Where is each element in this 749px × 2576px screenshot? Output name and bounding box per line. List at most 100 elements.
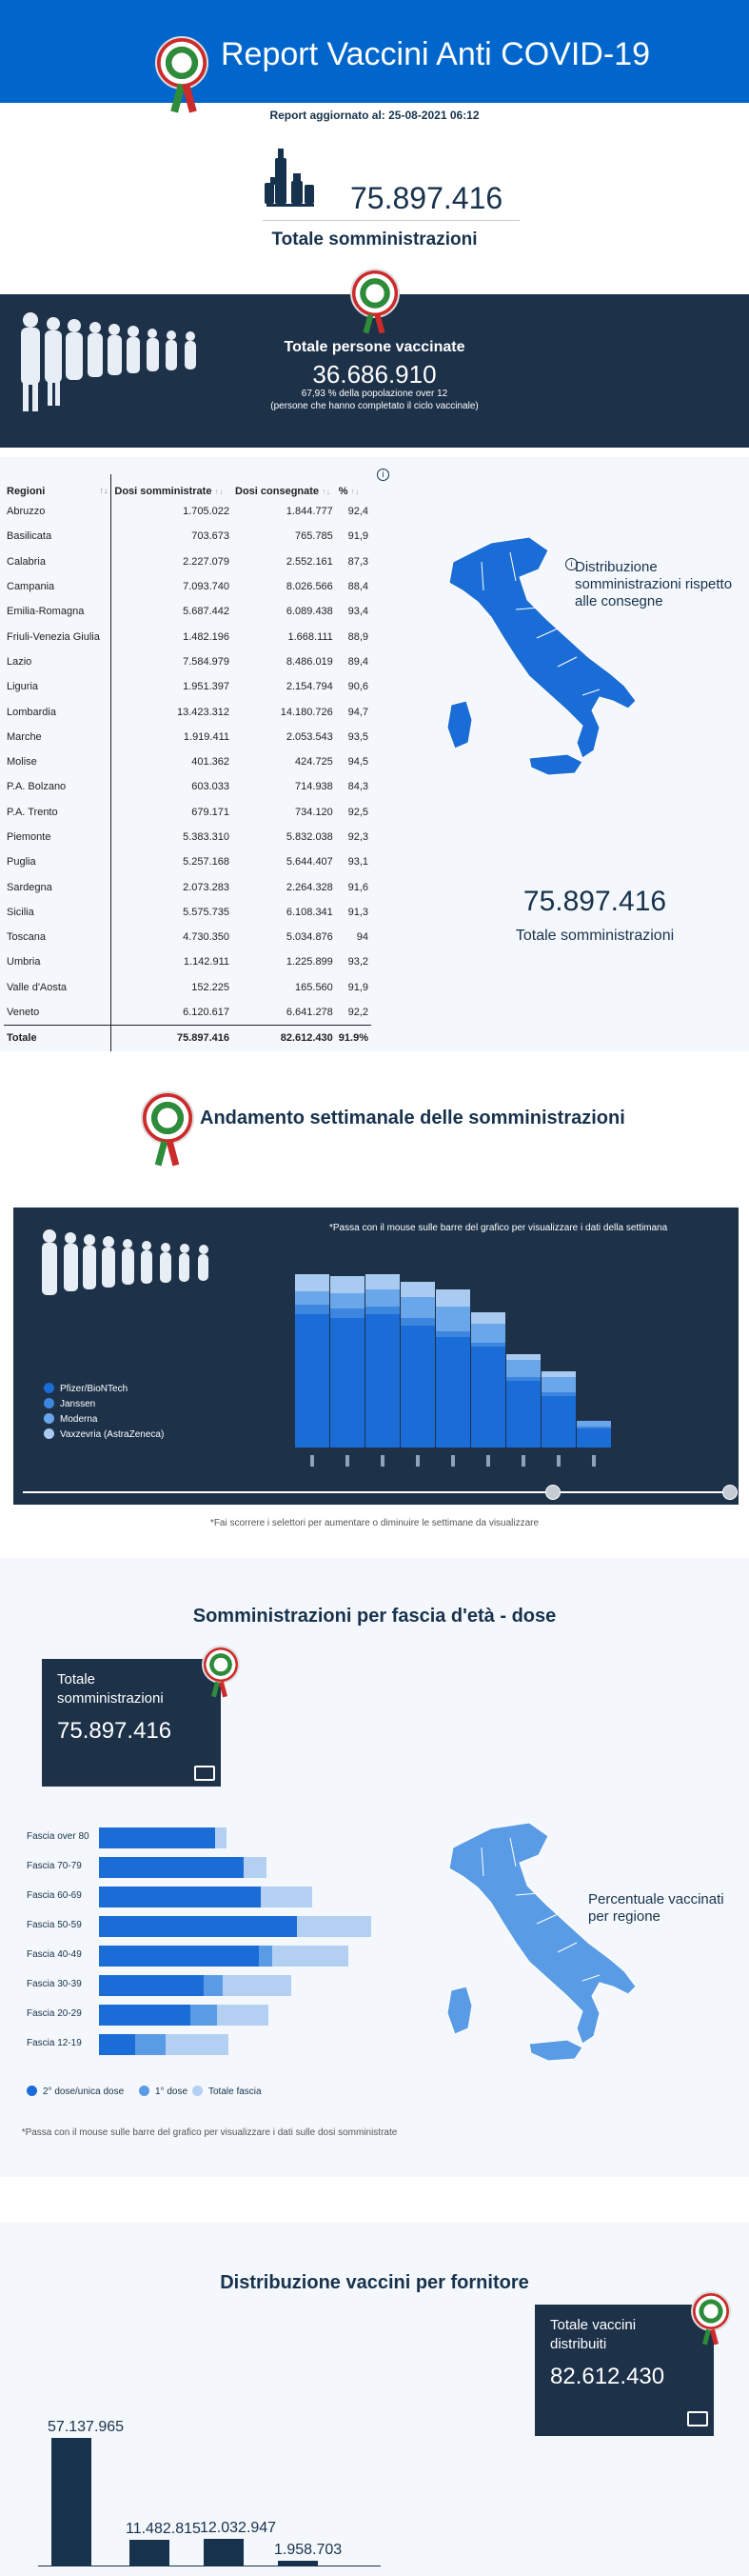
table-row[interactable]: P.A. Trento 679.171 734.120 92,5: [4, 799, 371, 825]
col-header-percent[interactable]: % ↑↓: [338, 486, 360, 497]
legend-first-dose[interactable]: 1° dose: [139, 2086, 187, 2097]
weekly-bar-chart[interactable]: [286, 1255, 704, 1476]
week-bar-segment[interactable]: [401, 1297, 435, 1318]
age-bar-second-dose[interactable]: [99, 2005, 190, 2026]
week-bar-segment[interactable]: [436, 1331, 470, 1337]
info-icon[interactable]: i: [565, 558, 578, 570]
week-bar-segment[interactable]: [577, 1428, 611, 1448]
table-row[interactable]: Puglia 5.257.168 5.644.407 93,1: [4, 849, 371, 875]
crowd-silhouette-icon: [42, 1229, 208, 1295]
slider-handle-left[interactable]: [545, 1485, 561, 1500]
table-row[interactable]: Calabria 2.227.079 2.552.161 87,3: [4, 549, 371, 574]
week-bar-segment[interactable]: [436, 1307, 470, 1331]
italian-rosette-icon: [141, 1091, 194, 1145]
week-bar-segment[interactable]: [330, 1308, 365, 1318]
table-row[interactable]: Valle d'Aosta 152.225 165.560 91,9: [4, 974, 371, 1000]
legend-second-dose[interactable]: 2° dose/unica dose: [27, 2086, 124, 2097]
week-bar-segment[interactable]: [330, 1318, 365, 1448]
col-header-region[interactable]: Regioni ↑↓: [4, 474, 112, 499]
table-row[interactable]: Lazio 7.584.979 8.486.019 89,4: [4, 649, 371, 675]
age-bar-second-dose[interactable]: [99, 2034, 135, 2055]
age-bar-second-dose[interactable]: [99, 1887, 261, 1907]
age-bar-second-dose[interactable]: [99, 1827, 215, 1848]
week-bar-segment[interactable]: [542, 1396, 576, 1448]
table-row[interactable]: P.A. Bolzano 603.033 714.938 84,3: [4, 774, 371, 800]
col-header-delivered[interactable]: Dosi consegnate ↑↓: [235, 486, 331, 497]
table-row[interactable]: Marche 1.919.411 2.053.543 93,5: [4, 724, 371, 749]
week-bar-segment[interactable]: [330, 1276, 365, 1293]
col-header-administered[interactable]: Dosi somministrate ↑↓: [114, 486, 224, 497]
age-bar-second-dose[interactable]: [99, 1946, 259, 1967]
table-row[interactable]: Piemonte 5.383.310 5.832.038 92,3: [4, 824, 371, 850]
week-bar-segment[interactable]: [295, 1291, 329, 1305]
legend-pfizer[interactable]: Pfizer/BioNTech: [44, 1383, 128, 1394]
week-bar-segment[interactable]: [471, 1343, 505, 1347]
legend-astrazeneca[interactable]: Vaxzevria (AstraZeneca): [44, 1428, 164, 1440]
week-bar-segment[interactable]: [506, 1360, 541, 1377]
week-bar-segment[interactable]: [365, 1307, 400, 1314]
week-bar-segment[interactable]: [506, 1381, 541, 1448]
supplier-bar[interactable]: [51, 2438, 91, 2566]
sort-icon[interactable]: ↑↓: [214, 487, 224, 496]
table-row[interactable]: Molise 401.362 424.725 94,5: [4, 749, 371, 775]
week-bar-segment[interactable]: [401, 1326, 435, 1448]
week-bar-segment[interactable]: [365, 1314, 400, 1448]
cell-region: P.A. Trento: [4, 799, 112, 825]
week-bar-segment[interactable]: [471, 1324, 505, 1343]
supplier-bar[interactable]: [129, 2540, 169, 2566]
week-bar-segment[interactable]: [542, 1371, 576, 1377]
cell-delivered: 14.180.726: [280, 706, 333, 718]
week-bar-segment[interactable]: [506, 1377, 541, 1381]
sort-icon[interactable]: ↑↓: [350, 487, 360, 496]
week-bar-segment[interactable]: [330, 1293, 365, 1308]
supplier-bar[interactable]: [204, 2539, 244, 2566]
sort-icon[interactable]: ↑↓: [322, 487, 331, 496]
week-bar-segment[interactable]: [436, 1337, 470, 1448]
legend-total-band[interactable]: Totale fascia: [192, 2086, 262, 2097]
slider-handle-right[interactable]: [722, 1485, 738, 1500]
table-row[interactable]: Basilicata 703.673 765.785 91,9: [4, 524, 371, 549]
week-bar-segment[interactable]: [542, 1377, 576, 1392]
info-icon[interactable]: i: [377, 469, 389, 481]
table-row[interactable]: Sicilia 5.575.735 6.108.341 91,3: [4, 899, 371, 926]
table-row[interactable]: Toscana 4.730.350 5.034.876 94: [4, 925, 371, 950]
week-bar-segment[interactable]: [577, 1421, 611, 1427]
age-bar-second-dose[interactable]: [99, 1975, 204, 1996]
age-bar-second-dose[interactable]: [99, 1857, 244, 1878]
table-row[interactable]: Campania 7.093.740 8.026.566 88,4: [4, 573, 371, 600]
legend-janssen[interactable]: Janssen: [44, 1398, 95, 1409]
table-row[interactable]: Lombardia 13.423.312 14.180.726 94,7: [4, 699, 371, 725]
table-total-row[interactable]: Totale 75.897.416 82.612.430 91.9%: [4, 1025, 371, 1051]
week-bar-segment[interactable]: [577, 1427, 611, 1428]
week-bar-segment[interactable]: [506, 1354, 541, 1360]
table-row[interactable]: Abruzzo 1.705.022 1.844.777 92,4: [4, 499, 371, 525]
week-bar-segment[interactable]: [471, 1312, 505, 1324]
week-bar-segment[interactable]: [401, 1282, 435, 1297]
week-bar-segment[interactable]: [542, 1392, 576, 1396]
week-bar-segment[interactable]: [365, 1274, 400, 1289]
italy-map-vaccinated[interactable]: [424, 1809, 653, 2095]
eraser-icon[interactable]: [194, 1766, 215, 1781]
sort-icon[interactable]: ↑↓: [99, 486, 108, 495]
table-row[interactable]: Sardegna 2.073.283 2.264.328 91,6: [4, 874, 371, 900]
week-bar-segment[interactable]: [365, 1289, 400, 1307]
week-bar-segment[interactable]: [295, 1305, 329, 1314]
table-row[interactable]: Liguria 1.951.397 2.154.794 90,6: [4, 674, 371, 700]
table-row[interactable]: Emilia-Romagna 5.687.442 6.089.438 93,4: [4, 599, 371, 625]
week-bar-segment[interactable]: [401, 1318, 435, 1326]
week-bar-segment[interactable]: [471, 1347, 505, 1448]
week-bar-segment[interactable]: [295, 1314, 329, 1448]
legend-moderna[interactable]: Moderna: [44, 1413, 97, 1425]
table-row[interactable]: Friuli-Venezia Giulia 1.482.196 1.668.111 8…: [4, 624, 371, 649]
italy-map-delivery[interactable]: [424, 524, 653, 809]
table-row[interactable]: Umbria 1.142.911 1.225.899 93,2: [4, 949, 371, 975]
table-row[interactable]: Veneto 6.120.617 6.641.278 92,2: [4, 999, 371, 1026]
week-bar-segment[interactable]: [436, 1289, 470, 1307]
age-bar-second-dose[interactable]: [99, 1916, 297, 1937]
eraser-icon[interactable]: [687, 2411, 708, 2426]
supplier-bar[interactable]: [278, 2561, 318, 2566]
week-range-slider[interactable]: [23, 1491, 729, 1493]
supplier-value-label: 11.482.815: [126, 2521, 201, 2537]
cell-administered: 2.073.283: [183, 881, 230, 893]
week-bar-segment[interactable]: [295, 1274, 329, 1291]
